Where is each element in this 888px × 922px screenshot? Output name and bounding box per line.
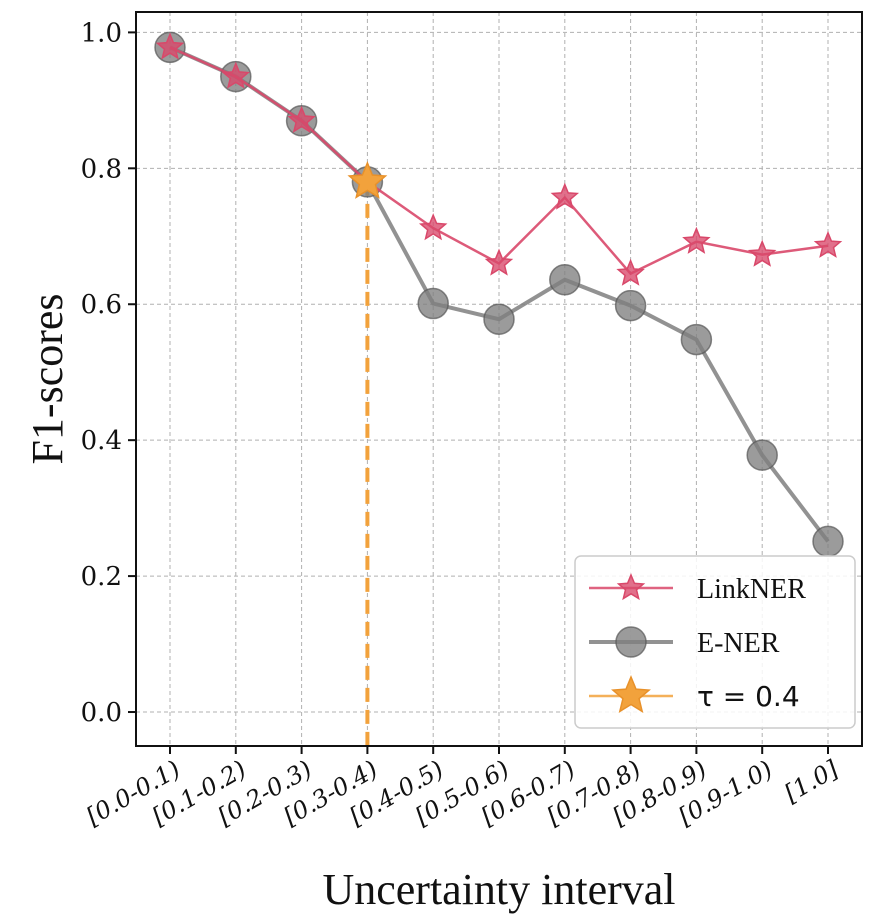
data-point: [549, 264, 581, 296]
legend-box: [574, 555, 856, 729]
data-point: [550, 182, 580, 210]
legend-item: τ = 0.4: [589, 675, 800, 713]
data-point: [682, 226, 711, 254]
data-point: [813, 230, 843, 258]
data-point: [484, 248, 514, 276]
data-point: [746, 439, 778, 471]
data-point: [680, 323, 713, 356]
x-axis-title: Uncertainty interval: [322, 865, 675, 914]
y-tick-label: 0.6: [81, 290, 122, 320]
data-point: [418, 213, 448, 241]
data-point: [287, 105, 316, 133]
legend: LinkNER E-NER τ = 0.4: [574, 555, 856, 729]
data-point: [221, 61, 251, 89]
x-axis-ticks: [0.0-0.1)[0.1-0.2)[0.2-0.3)[0.3-0.4)[0.4…: [82, 746, 844, 831]
legend-marker: [611, 675, 651, 713]
data-point: [417, 287, 449, 320]
x-tick-label: [1.0]: [780, 755, 844, 808]
data-point: [616, 258, 645, 286]
legend-marker: [615, 626, 647, 658]
legend-label: E-NER: [697, 628, 780, 659]
series-layer: [154, 31, 844, 558]
grid-lines: [136, 12, 862, 746]
legend-item: LinkNER: [589, 573, 806, 605]
y-tick-label: 0.8: [81, 154, 122, 184]
data-point: [747, 239, 777, 267]
y-tick-label: 0.2: [81, 562, 122, 592]
legend-label: τ = 0.4: [697, 680, 800, 713]
data-point: [812, 525, 844, 558]
y-axis-ticks: 0.0 0.2 0.4 0.6 0.8 1.0: [81, 18, 136, 728]
y-axis-title: F1-scores: [23, 293, 72, 464]
data-point: [483, 303, 515, 335]
threshold-star: [347, 160, 388, 199]
legend-marker: [616, 573, 646, 601]
y-tick-label: 0.4: [81, 426, 122, 456]
data-point: [155, 32, 185, 60]
data-point: [614, 289, 647, 322]
legend-item: E-NER: [589, 626, 780, 659]
y-tick-label: 0.0: [81, 698, 122, 728]
y-tick-label: 1.0: [81, 18, 122, 48]
legend-label: LinkNER: [697, 574, 806, 605]
